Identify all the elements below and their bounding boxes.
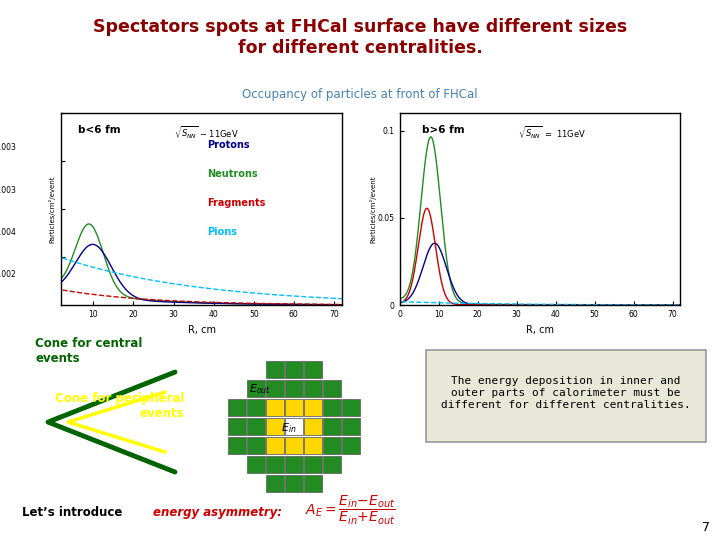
Bar [304,456,322,473]
Bar [266,436,284,454]
Text: 0.003: 0.003 [0,186,17,194]
Text: Neutrons: Neutrons [207,169,258,179]
Bar [247,399,264,416]
Text: Fragments: Fragments [207,198,266,208]
Bar [285,436,302,454]
Text: b<6 fm: b<6 fm [78,125,121,135]
Bar [323,399,341,416]
Bar [304,436,322,454]
Bar [247,456,264,473]
Bar [323,380,341,397]
Bar [266,380,284,397]
Bar [285,399,302,416]
Bar [304,475,322,492]
X-axis label: R, cm: R, cm [526,325,554,334]
Text: Occupancy of particles at front of FHCal: Occupancy of particles at front of FHCal [242,88,478,101]
Bar [304,417,322,435]
FancyBboxPatch shape [426,350,706,442]
Text: $\sqrt{S_{NN}}$ $-$ 11GeV: $\sqrt{S_{NN}}$ $-$ 11GeV [174,125,238,141]
Bar [304,399,322,416]
Text: Let’s introduce: Let’s introduce [22,505,122,518]
Text: 0.004: 0.004 [0,228,17,237]
Text: Spectators spots at FHCal surface have different sizes
for different centralitie: Spectators spots at FHCal surface have d… [93,18,627,57]
Bar [285,475,302,492]
Bar [285,380,302,397]
Text: Protons: Protons [207,140,250,150]
Text: b>6 fm: b>6 fm [422,125,464,135]
Bar [323,436,341,454]
Bar [285,456,302,473]
Bar [228,436,246,454]
Bar [323,456,341,473]
Bar [247,436,264,454]
Text: 0.002: 0.002 [0,270,17,279]
Bar [266,399,284,416]
Text: $\sqrt{S_{NN}}$ $=$ 11GeV: $\sqrt{S_{NN}}$ $=$ 11GeV [518,125,585,141]
Text: Cone for central
events: Cone for central events [35,337,143,365]
Bar [228,399,246,416]
Bar [304,361,322,378]
Text: $A_E{=}\dfrac{E_{in}{-}E_{out}}{E_{in}{+}E_{out}}$: $A_E{=}\dfrac{E_{in}{-}E_{out}}{E_{in}{+… [305,494,395,526]
Text: The energy deposition in inner and
outer parts of calorimeter must be
different : The energy deposition in inner and outer… [441,376,691,410]
Bar [247,380,264,397]
Bar [266,456,284,473]
Y-axis label: Particles/cm²/event: Particles/cm²/event [369,176,377,243]
Y-axis label: Particles/cm²/event: Particles/cm²/event [48,176,55,243]
Bar [266,361,284,378]
Text: Pions: Pions [207,226,237,237]
Bar [304,380,322,397]
Text: Cone for peripheral
events: Cone for peripheral events [55,392,184,420]
X-axis label: R, cm: R, cm [188,325,215,334]
Bar [285,361,302,378]
Text: energy asymmetry:: energy asymmetry: [153,505,282,518]
Bar [285,417,302,435]
Bar [342,417,359,435]
Bar [323,417,341,435]
Bar [342,399,359,416]
Bar [342,436,359,454]
Text: $E_{out}$: $E_{out}$ [249,382,271,396]
Text: 0.003: 0.003 [0,144,17,152]
Text: 7: 7 [702,521,710,534]
Text: $E_{in}$: $E_{in}$ [282,422,297,435]
Bar [247,417,264,435]
Bar [228,417,246,435]
Bar [266,475,284,492]
Bar [266,417,284,435]
